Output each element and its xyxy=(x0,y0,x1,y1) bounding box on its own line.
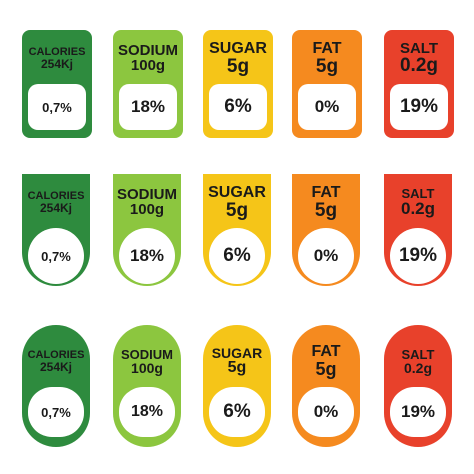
label-header: SODIUM 100g xyxy=(113,339,181,383)
label-amount: 0.2g xyxy=(403,359,432,376)
sodium-label-tag: SODIUM 100g 18% xyxy=(113,174,181,286)
label-header: SALT 0.2g xyxy=(384,339,452,383)
label-amount: 0.2g xyxy=(399,55,439,76)
label-value: 6% xyxy=(209,387,265,437)
label-value: 19% xyxy=(390,84,448,130)
sugar-label-tag: SUGAR 5g 6% xyxy=(203,174,271,286)
label-amount: 0.2g xyxy=(400,199,436,218)
label-header: SALT 0.2g xyxy=(384,178,452,226)
label-value: 19% xyxy=(390,228,446,284)
label-amount: 254Kj xyxy=(40,56,74,71)
label-value: 0% xyxy=(298,228,354,284)
sodium-label-rounded: SODIUM 100g 18% xyxy=(113,30,183,138)
label-amount: 100g xyxy=(129,201,165,218)
label-name: SODIUM xyxy=(121,346,173,362)
label-name: CALORIES xyxy=(27,348,85,361)
label-value: 19% xyxy=(390,387,446,437)
label-value: 0% xyxy=(298,387,354,437)
label-value: 18% xyxy=(119,84,177,130)
label-amount: 254Kj xyxy=(39,200,73,215)
fat-label-rounded: FAT 5g 0% xyxy=(292,30,362,138)
label-value: 18% xyxy=(119,387,175,437)
label-header: FAT 5g xyxy=(292,339,360,383)
label-name: CALORIES xyxy=(28,45,86,58)
label-value: 0,7% xyxy=(28,228,84,284)
label-amount: 5g xyxy=(314,199,338,221)
calories-label-rounded: CALORIES 254Kj 0,7% xyxy=(22,30,92,138)
label-name: FAT xyxy=(312,39,342,57)
salt-label-tag: SALT 0.2g 19% xyxy=(384,174,452,286)
label-amount: 5g xyxy=(315,55,339,77)
label-amount: 100g xyxy=(131,359,163,376)
label-amount: 5g xyxy=(227,359,247,376)
label-header: SODIUM 100g xyxy=(113,36,183,80)
calories-label-tag: CALORIES 254Kj 0,7% xyxy=(22,174,90,286)
salt-label-pill: SALT 0.2g 19% xyxy=(384,325,452,447)
label-header: SUGAR 5g xyxy=(203,178,271,226)
label-name: FAT xyxy=(311,183,341,201)
label-name: SODIUM xyxy=(117,186,177,203)
label-value: 0,7% xyxy=(28,387,84,437)
label-amount: 5g xyxy=(315,359,337,379)
label-name: SUGAR xyxy=(211,345,263,361)
label-header: SALT 0.2g xyxy=(384,36,454,80)
label-name: CALORIES xyxy=(27,189,85,202)
label-value: 0,7% xyxy=(28,84,86,130)
label-header: SUGAR 5g xyxy=(203,36,273,80)
label-name: SODIUM xyxy=(118,42,178,59)
label-amount: 254Kj xyxy=(39,359,73,374)
label-value: 6% xyxy=(209,84,267,130)
fat-label-pill: FAT 5g 0% xyxy=(292,325,360,447)
label-name: SALT xyxy=(401,186,435,201)
label-header: CALORIES 254Kj xyxy=(22,178,90,226)
label-value: 18% xyxy=(119,228,175,284)
label-name: SUGAR xyxy=(208,183,266,201)
label-amount: 100g xyxy=(130,57,166,74)
calories-label-pill: CALORIES 254Kj 0,7% xyxy=(22,325,90,447)
label-name: SALT xyxy=(399,40,439,57)
label-header: FAT 5g xyxy=(292,178,360,226)
sugar-label-pill: SUGAR 5g 6% xyxy=(203,325,271,447)
label-name: SALT xyxy=(401,346,435,362)
label-header: CALORIES 254Kj xyxy=(22,36,92,80)
label-header: SUGAR 5g xyxy=(203,339,271,383)
label-header: CALORIES 254Kj xyxy=(22,339,90,383)
label-amount: 5g xyxy=(225,199,249,221)
label-value: 0% xyxy=(298,84,356,130)
label-value: 6% xyxy=(209,228,265,284)
label-header: FAT 5g xyxy=(292,36,362,80)
salt-label-rounded: SALT 0.2g 19% xyxy=(384,30,454,138)
label-name: FAT xyxy=(311,343,341,360)
sodium-label-pill: SODIUM 100g 18% xyxy=(113,325,181,447)
fat-label-tag: FAT 5g 0% xyxy=(292,174,360,286)
sugar-label-rounded: SUGAR 5g 6% xyxy=(203,30,273,138)
label-header: SODIUM 100g xyxy=(113,178,181,226)
label-name: SUGAR xyxy=(209,39,267,57)
label-amount: 5g xyxy=(226,55,250,77)
